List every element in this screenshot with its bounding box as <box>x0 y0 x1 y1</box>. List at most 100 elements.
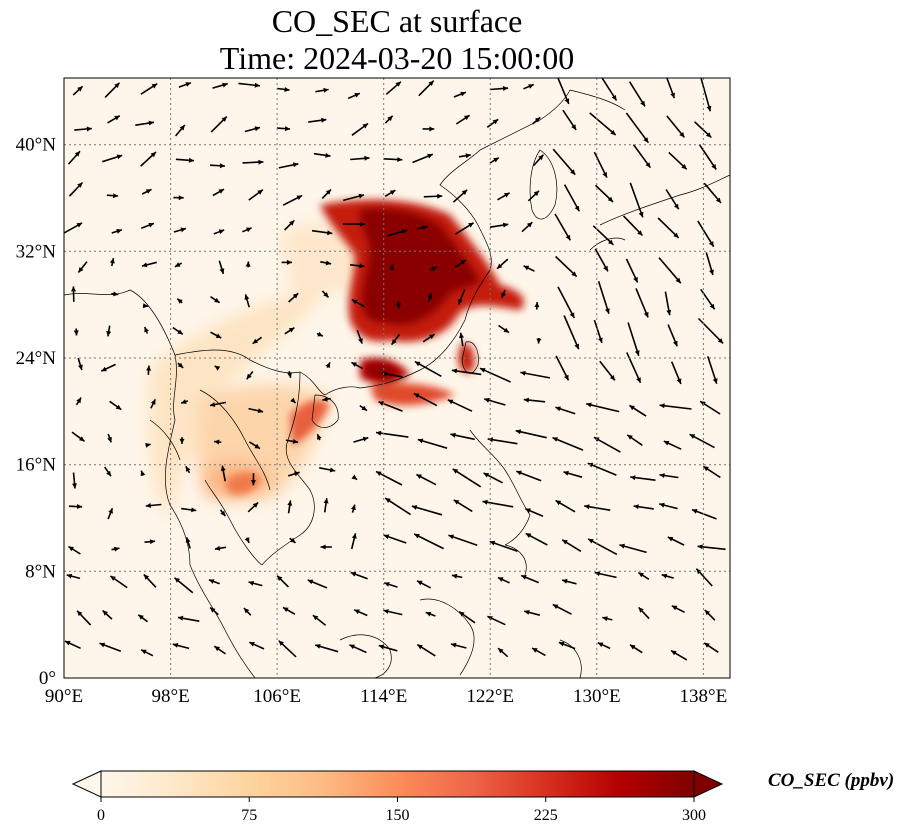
wind-vector-head <box>307 579 314 585</box>
wind-vector-head <box>77 182 83 188</box>
wind-vector-head <box>460 91 466 97</box>
wind-vector-head <box>296 195 303 200</box>
wind-vector-head <box>72 483 77 489</box>
wind-vector-head <box>520 370 526 376</box>
wind-vector-head <box>429 126 435 132</box>
wind-vector-head <box>218 229 225 235</box>
wind-vector-head <box>717 338 724 344</box>
wind-vector-head <box>109 258 115 264</box>
lon-tick-label: 98°E <box>151 686 189 707</box>
wind-vector-head <box>257 189 263 195</box>
wind-vector-head <box>502 86 509 91</box>
wind-vector-head <box>289 220 295 226</box>
wind-vector-head <box>177 298 183 304</box>
wind-vector-head <box>673 203 679 210</box>
wind-vector-head <box>571 271 577 277</box>
wind-vector <box>448 534 478 546</box>
wind-vector-head <box>65 640 71 646</box>
wind-vector-head <box>427 293 433 299</box>
wind-vector-head <box>116 228 122 234</box>
wind-vector-head <box>148 120 154 126</box>
wind-vector-head <box>536 338 542 344</box>
wind-vector-head <box>172 643 179 648</box>
wind-vector <box>597 281 610 315</box>
wind-vector-head <box>704 610 711 616</box>
wind-vector-head <box>351 533 357 539</box>
wind-vector-head <box>214 297 220 303</box>
wind-vector-head <box>598 337 603 343</box>
wind-vector-head <box>523 265 530 271</box>
wind-vector <box>411 505 443 516</box>
wind-vector-head <box>76 397 82 404</box>
wind-vector-head <box>638 211 644 218</box>
wind-vector-head <box>284 126 291 132</box>
wind-vector-head <box>640 100 645 107</box>
wind-vector-head <box>645 162 651 168</box>
wind-vector-head <box>704 642 710 648</box>
colorbar-extend-max <box>693 770 724 798</box>
wind-vector-head <box>482 499 488 505</box>
wind-vector-head <box>619 543 625 549</box>
wind-vector-head <box>431 266 438 272</box>
wind-vector-head <box>378 401 384 406</box>
wind-vector <box>413 533 444 550</box>
wind-vector-head <box>492 119 499 125</box>
wind-vectors <box>64 78 726 661</box>
wind-vector-head <box>562 539 568 545</box>
wind-vector-head <box>362 123 368 129</box>
wind-vector-head <box>68 546 74 552</box>
plot-title-line2: Time: 2024-03-20 15:00:00 <box>219 40 575 76</box>
wind-vector-head <box>185 466 191 472</box>
wind-vector-head <box>71 286 76 292</box>
wind-vector-head <box>468 222 474 228</box>
wind-vector-head <box>79 436 85 442</box>
wind-vector-head <box>222 82 228 88</box>
wind-vector-head <box>670 92 675 99</box>
wind-vector-head <box>452 468 459 474</box>
wind-vector-head <box>395 303 401 309</box>
wind-vector-head <box>292 438 298 444</box>
wind-vector-head <box>358 338 363 344</box>
wind-vector-head <box>254 443 260 449</box>
wind-vector-head <box>244 537 250 543</box>
wind-vector-head <box>610 129 616 135</box>
wind-vector-head <box>534 117 541 123</box>
wind-vector-head <box>112 193 119 199</box>
wind-vector-head <box>141 649 147 655</box>
wind-vector-head <box>414 534 420 539</box>
wind-vector-head <box>451 368 458 374</box>
wind-vector-head <box>101 366 107 372</box>
wind-vector-head <box>569 312 575 318</box>
wind-vector <box>697 317 724 344</box>
wind-vector-head <box>181 399 187 404</box>
wind-vector-head <box>504 192 510 198</box>
wind-vector-head <box>317 434 322 440</box>
wind-vector-head <box>555 500 562 506</box>
wind-vector-head <box>483 473 490 478</box>
wind-vector-head <box>461 189 468 195</box>
wind-vector-head <box>360 221 365 227</box>
wind-vector-head <box>480 368 486 373</box>
wind-vector-head <box>278 640 284 646</box>
wind-vector-head <box>413 393 420 398</box>
wind-vector-head <box>219 163 225 169</box>
lat-tick-label: 40°N <box>16 135 57 156</box>
wind-vector-head <box>325 152 331 158</box>
wind-vector-head <box>99 642 106 648</box>
wind-vector-head <box>597 642 604 648</box>
wind-vector-head <box>459 611 465 617</box>
wind-vector-head <box>323 292 329 298</box>
wind-vector-head <box>681 164 687 170</box>
wind-vector <box>552 436 584 451</box>
wind-vector-head <box>364 155 370 161</box>
wind-vector-head <box>354 93 360 98</box>
wind-vector-head <box>389 190 396 195</box>
wind-vector-head <box>349 644 355 650</box>
wind-vector-head <box>177 362 184 368</box>
wind-vector-head <box>391 339 397 345</box>
wind-vector-head <box>179 125 185 131</box>
wind-vector-head <box>666 309 672 316</box>
wind-vector-head <box>565 234 571 241</box>
wind-vector-head <box>453 499 460 505</box>
wind-vector-head <box>287 500 293 506</box>
